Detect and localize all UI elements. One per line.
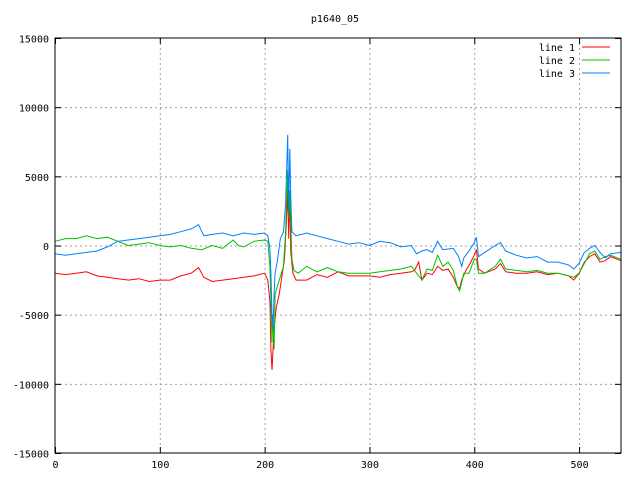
y-tick-label: 15000 — [19, 35, 49, 46]
y-tick-label: 10000 — [19, 104, 49, 115]
y-tick-label: -5000 — [19, 311, 49, 322]
series-line-3 — [54, 134, 622, 329]
y-tick-label: 0 — [43, 242, 49, 253]
y-tick-label: -10000 — [13, 380, 49, 391]
x-tick-label: 0 — [52, 460, 58, 471]
x-tick-label: 300 — [361, 460, 379, 471]
x-tick-label: 200 — [256, 460, 274, 471]
chart-title: p1640_05 — [311, 14, 359, 25]
series-lines — [54, 134, 622, 371]
legend: line 1 line 2 line 3 — [539, 43, 610, 80]
axis-ticks: 0 100 200 300 400 500 -15000 -10000 -5000 0 5000 10… — [13, 35, 621, 471]
x-tick-label: 400 — [466, 460, 484, 471]
x-tick-label: 500 — [571, 460, 589, 471]
plot-border — [54, 37, 622, 454]
series-line-2 — [54, 169, 622, 350]
y-tick-label: -15000 — [13, 450, 49, 461]
legend-label-3: line 3 — [539, 69, 575, 80]
series-line-1 — [54, 190, 622, 371]
x-tick-label: 100 — [151, 460, 169, 471]
legend-label-1: line 1 — [539, 43, 575, 54]
legend-label-2: line 2 — [539, 56, 575, 67]
grid — [55, 38, 621, 453]
y-tick-label: 5000 — [25, 173, 49, 184]
